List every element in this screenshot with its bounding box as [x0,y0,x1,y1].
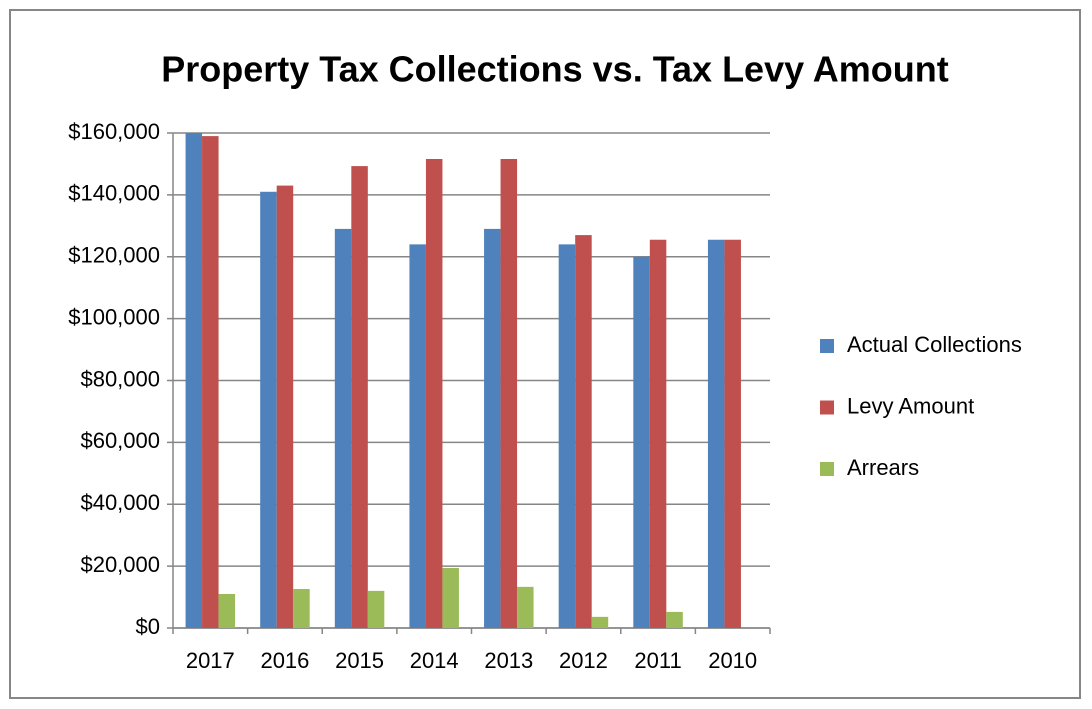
bar [500,158,518,629]
legend-label: Arrears [847,455,919,480]
bar [484,228,501,628]
bar [666,611,683,628]
bar [442,567,459,628]
legend-label: Actual Collections [847,332,1022,357]
x-tick-label: 2014 [410,648,459,673]
bar [260,191,277,628]
bar [293,589,310,628]
y-tick-label: $20,000 [80,552,160,577]
bar [202,136,219,628]
x-tick-label: 2013 [484,648,533,673]
legend-swatch [820,400,834,415]
y-tick-label: $80,000 [80,366,160,391]
x-tick-label: 2016 [260,648,309,673]
bar [276,185,294,628]
y-tick-label: $0 [136,614,160,639]
y-tick-label: $100,000 [68,304,160,329]
x-tick-label: 2015 [335,648,384,673]
bar [558,244,576,628]
x-tick-label: 2012 [559,648,608,673]
legend-swatch [820,339,834,353]
bar [367,590,385,628]
bar [591,616,609,628]
bar [334,228,352,628]
y-tick-label: $60,000 [80,428,160,453]
bar [185,133,203,628]
bar [575,235,592,628]
y-tick-label: $40,000 [80,490,160,515]
legend-swatch [820,462,834,476]
y-tick-label: $140,000 [68,181,160,206]
bar [707,239,725,628]
legend-label: Levy Amount [847,393,974,418]
bar [633,256,650,628]
chart-title: Property Tax Collections vs. Tax Levy Am… [161,49,949,90]
bar [649,239,667,628]
bar [724,239,741,628]
bar [351,166,368,628]
bar [425,158,443,629]
y-tick-label: $160,000 [68,119,160,144]
x-tick-label: 2010 [708,648,757,673]
y-tick-label: $120,000 [68,243,160,268]
bar [517,586,534,628]
x-tick-label: 2017 [186,648,235,673]
bar [409,244,426,628]
bar [218,593,236,628]
x-tick-label: 2011 [634,648,681,673]
